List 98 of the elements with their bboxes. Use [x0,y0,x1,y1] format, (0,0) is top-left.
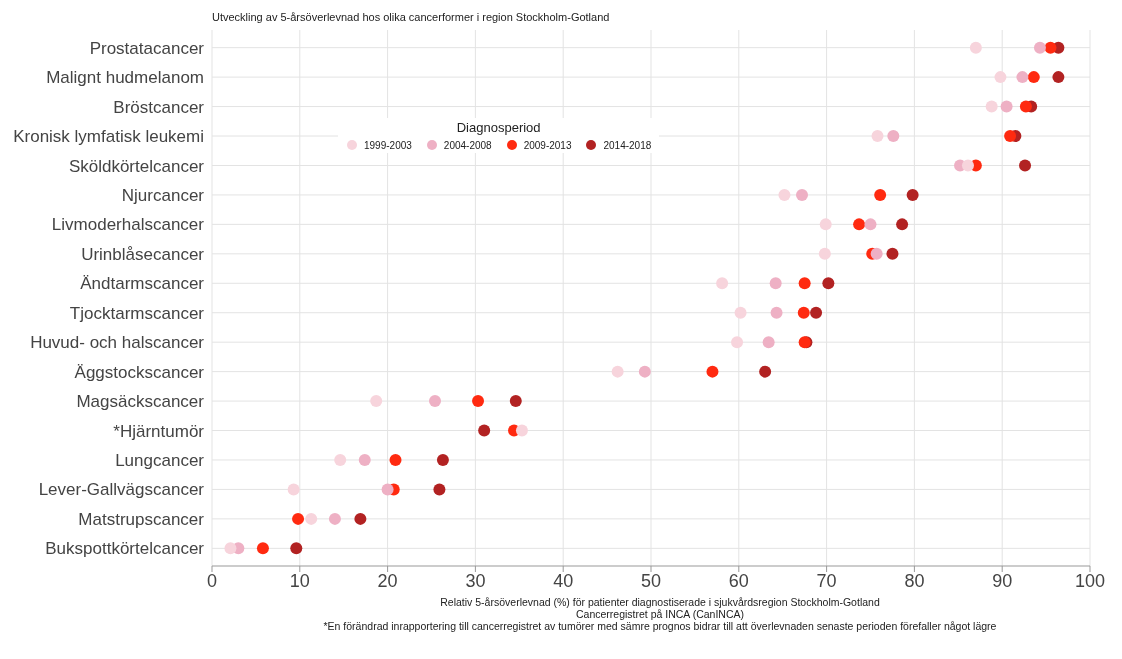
point [778,188,791,201]
x-axis-title: Relativ 5-årsöverlevnad (%) för patienter diagnostiserade i sjukvårdsregion Stockholm-Gotland [439,596,881,608]
legend-label: 2009-2013 [522,139,572,151]
y-tick-label: Malignt hudmelanom [46,68,204,88]
point [354,512,367,525]
x-tick-label: 70 [816,570,837,591]
point [478,424,491,437]
y-tick-label: Njurcancer [121,185,205,205]
point [1016,71,1029,84]
x-tick-label: 90 [992,570,1013,591]
point [1004,130,1017,143]
point [328,512,341,525]
point [509,395,522,408]
point [1027,71,1040,84]
point [798,277,811,290]
y-tick-label: Matstrupscancer [78,509,205,529]
point [305,512,318,525]
point [797,306,810,319]
point [887,130,900,143]
point [864,218,877,231]
point [906,188,919,201]
point [515,424,528,437]
point [994,71,1007,84]
point [871,130,884,143]
point [896,218,909,231]
y-tick-label: Kronisk lymfatisk leukemi [13,127,204,147]
point [716,277,729,290]
point [886,247,899,260]
point [436,453,449,466]
point [1044,41,1057,54]
point [292,512,305,525]
point [1033,41,1046,54]
y-tick-label: Ändtarmscancer [80,274,205,294]
point [638,365,651,378]
point [611,365,624,378]
point [433,483,446,496]
point [762,336,775,349]
y-tick-label: Huvud- och halscancer [30,333,205,353]
point [961,159,974,172]
point [1019,100,1032,113]
x-tick-label: 80 [904,570,925,591]
point [389,453,402,466]
y-tick-label: *Hjärntumör [113,421,205,441]
point [706,365,719,378]
point [224,542,237,555]
y-tick-label: Bröstcancer [113,97,205,117]
point [734,306,747,319]
point [769,277,782,290]
point [370,395,383,408]
point [874,188,887,201]
x-tick-label: 40 [553,570,574,591]
point [985,100,998,113]
text: Cancerregistret på INCA (CanINCA) [574,608,746,620]
y-tick-label: Prostatacancer [89,38,205,58]
y-tick-label: Livmoderhalscancer [51,215,205,235]
point [818,247,831,260]
point [1019,159,1032,172]
point [381,483,394,496]
point [810,306,823,319]
point [1000,100,1013,113]
x-tick-label: 0 [206,570,218,591]
point [731,336,744,349]
y-tick-label: Lever-Gallvägscancer [38,480,205,500]
point [819,218,832,231]
point [334,453,347,466]
y-tick-label: Magsäckscancer [76,392,205,412]
x-tick-label: 50 [640,570,662,591]
x-tick-label: 20 [377,570,398,591]
point [796,188,809,201]
point [853,218,866,231]
y-tick-label: Tjocktarmscancer [69,303,205,323]
point [1052,71,1065,84]
point [256,542,269,555]
point [822,277,835,290]
legend-label: 2014-2018 [602,139,652,151]
y-tick-label: Lungcancer [115,451,205,471]
y-tick-label: Urinblåsecancer [81,244,205,264]
legend-title: Diagnosperiod [455,120,542,135]
point [870,247,883,260]
x-tick-label: 30 [465,570,486,591]
text: *En förändrad inrapportering till cancerregistret av tumörer med sämre prognos bidrar till att överlevnaden senaste perioden förefaller något lägre [322,620,998,632]
point [472,395,485,408]
point [770,306,783,319]
point [969,41,982,54]
x-tick-label: 100 [1074,570,1106,591]
y-tick-label: Äggstockscancer [74,362,205,382]
point [759,365,772,378]
point [287,483,300,496]
chart-title: Utveckling av 5-årsöverlevnad hos olika cancerformer i region Stockholm-Gotland [212,10,611,25]
y-tick-label: Sköldkörtelcancer [68,156,205,176]
y-tick-label: Bukspottkörtelcancer [45,539,205,559]
point [290,542,303,555]
point [429,395,442,408]
point [358,453,371,466]
legend-label: 1999-2003 [363,139,412,151]
legend-label: 2004-2008 [442,139,492,151]
x-tick-label: 60 [728,570,749,591]
x-tick-label: 10 [289,570,310,591]
